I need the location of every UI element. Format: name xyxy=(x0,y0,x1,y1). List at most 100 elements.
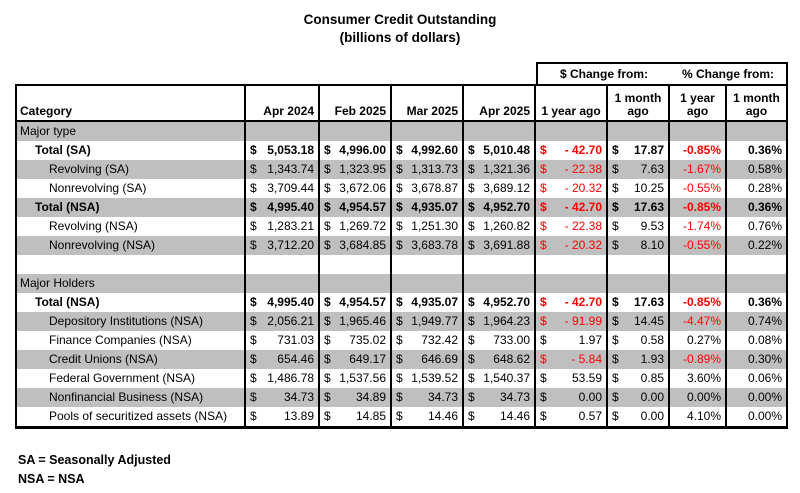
currency-value: 14.85 xyxy=(355,409,386,423)
currency-value: - 91.99 xyxy=(564,314,602,328)
currency-value: 649.17 xyxy=(349,352,386,366)
currency-cell: $5,010.48 xyxy=(464,141,536,160)
currency-cell: $1,323.95 xyxy=(320,160,392,179)
dollar-sign: $ xyxy=(468,371,475,385)
currency-value: - 5.84 xyxy=(571,352,602,366)
dollar-sign: $ xyxy=(250,219,257,233)
currency-value: 17.63 xyxy=(633,200,664,214)
percent-cell: 0.36% xyxy=(747,143,782,157)
consumer-credit-table: Category Apr 2024 Feb 2025 Mar 2025 Apr … xyxy=(15,84,788,429)
currency-cell xyxy=(392,255,464,274)
currency-value: 1,269.72 xyxy=(339,219,386,233)
currency-value: 4,952.70 xyxy=(483,295,530,309)
dollar-sign: $ xyxy=(468,219,475,233)
dollar-sign: $ xyxy=(612,352,619,366)
currency-cell xyxy=(392,122,464,141)
dollar-sign: $ xyxy=(612,314,619,328)
currency-cell: $649.17 xyxy=(320,350,392,369)
currency-value: 34.73 xyxy=(283,390,314,404)
currency-cell: $10.25 xyxy=(608,179,670,198)
col-header-apr-2024: Apr 2024 xyxy=(246,86,320,120)
currency-value: 1,539.52 xyxy=(411,371,458,385)
currency-cell: $3,683.78 xyxy=(392,236,464,255)
currency-cell: $14.85 xyxy=(320,407,392,426)
col-header-feb-2025: Feb 2025 xyxy=(320,86,392,120)
currency-cell: $ - 42.70 xyxy=(536,293,608,312)
currency-cell: $1,313.73 xyxy=(392,160,464,179)
currency-cell xyxy=(608,122,670,141)
dollar-sign: $ xyxy=(324,162,331,176)
dollar-sign: $ xyxy=(540,219,547,233)
currency-cell: $14.46 xyxy=(464,407,536,426)
currency-cell: $1,486.78 xyxy=(246,369,320,388)
percent-cell: 0.22% xyxy=(747,238,782,252)
currency-value: 3,684.85 xyxy=(339,238,386,252)
row-label: Total (NSA) xyxy=(17,198,246,217)
dollar-sign: $ xyxy=(612,143,619,157)
dollar-sign: $ xyxy=(324,238,331,252)
currency-cell xyxy=(608,274,670,293)
dollar-sign: $ xyxy=(540,200,547,214)
currency-value: 4,935.07 xyxy=(411,200,458,214)
currency-cell: $1,321.36 xyxy=(464,160,536,179)
page-title: Consumer Credit Outstanding (billions of… xyxy=(0,11,800,47)
currency-cell: $4,992.60 xyxy=(392,141,464,160)
dollar-sign: $ xyxy=(468,238,475,252)
currency-cell: $3,709.44 xyxy=(246,179,320,198)
dollar-sign: $ xyxy=(612,390,619,404)
dollar-sign: $ xyxy=(250,409,257,423)
currency-value: - 22.38 xyxy=(564,162,602,176)
currency-value: 3,712.20 xyxy=(267,238,314,252)
dollar-sign: $ xyxy=(612,200,619,214)
currency-cell: $34.73 xyxy=(246,388,320,407)
dollar-sign: $ xyxy=(468,352,475,366)
currency-value: 1,313.73 xyxy=(411,162,458,176)
currency-value: 4,935.07 xyxy=(411,295,458,309)
dollar-sign: $ xyxy=(324,352,331,366)
row-label: Revolving (NSA) xyxy=(17,217,246,236)
col-header-apr-2025: Apr 2025 xyxy=(464,86,536,120)
currency-cell: $ - 91.99 xyxy=(536,312,608,331)
dollar-sign: $ xyxy=(540,390,547,404)
percent-cell xyxy=(670,274,727,293)
percent-cell: -1.67% xyxy=(670,160,727,179)
row-label: Pools of securitized assets (NSA) xyxy=(17,407,246,426)
dollar-sign: $ xyxy=(324,181,331,195)
percent-cell: 0.06% xyxy=(747,371,782,385)
currency-cell xyxy=(536,122,608,141)
currency-cell: $ - 22.38 xyxy=(536,217,608,236)
dollar-sign: $ xyxy=(612,333,619,347)
dollar-sign: $ xyxy=(540,295,547,309)
currency-cell: $4,935.07 xyxy=(392,293,464,312)
spacer-row xyxy=(17,255,786,274)
currency-value: - 42.70 xyxy=(564,143,602,157)
currency-value: 53.59 xyxy=(571,371,602,385)
currency-cell: $1,539.52 xyxy=(392,369,464,388)
dollar-sign: $ xyxy=(396,238,403,252)
dollar-sign: $ xyxy=(250,333,257,347)
currency-value: 1,323.95 xyxy=(339,162,386,176)
currency-value: 1,537.56 xyxy=(339,371,386,385)
percent-cell xyxy=(727,274,786,293)
currency-value: 1,283.21 xyxy=(267,219,314,233)
currency-cell: $5,053.18 xyxy=(246,141,320,160)
currency-cell: $733.00 xyxy=(464,331,536,350)
currency-value: 17.63 xyxy=(633,295,664,309)
currency-cell xyxy=(246,122,320,141)
dollar-sign: $ xyxy=(612,295,619,309)
currency-value: 4,954.57 xyxy=(339,295,386,309)
currency-value: - 20.32 xyxy=(564,181,602,195)
percent-cell: -0.89% xyxy=(670,350,727,369)
table-row: Revolving (NSA) $1,283.21 $1,269.72 $1,251.… xyxy=(17,217,786,236)
footnote-nsa: NSA = NSA xyxy=(18,472,85,486)
footnotes: SA = Seasonally Adjusted NSA = NSA xyxy=(18,451,171,489)
table-row: Finance Companies (NSA) $731.03 $735.02 $73… xyxy=(17,331,786,350)
dollar-sign: $ xyxy=(250,200,257,214)
dollar-sign: $ xyxy=(540,352,547,366)
dollar-sign: $ xyxy=(250,314,257,328)
dollar-sign: $ xyxy=(396,409,403,423)
currency-cell xyxy=(320,122,392,141)
currency-cell xyxy=(608,255,670,274)
dollar-sign: $ xyxy=(468,200,475,214)
